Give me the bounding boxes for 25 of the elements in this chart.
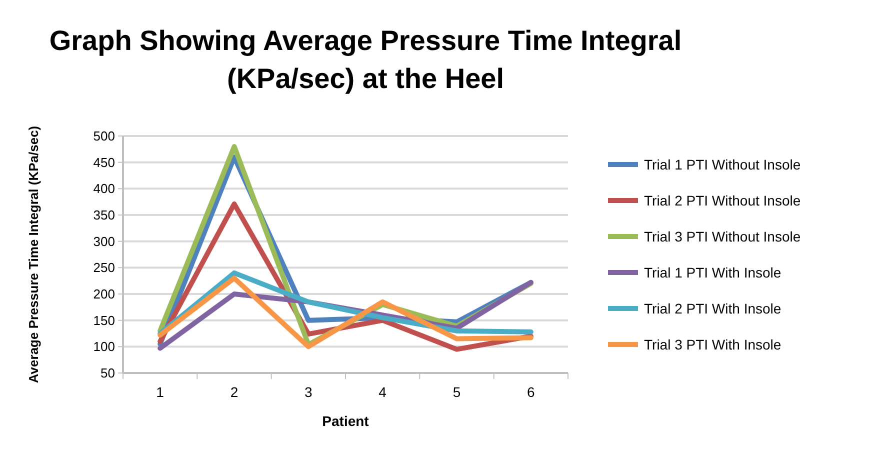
legend-label: Trial 1 PTI Without Insole — [644, 156, 801, 172]
legend-label: Trial 2 PTI Without Insole — [644, 192, 801, 208]
y-tick-label: 200 — [93, 286, 115, 302]
y-tick-label: 300 — [93, 234, 115, 249]
y-tick-label: 500 — [93, 128, 115, 144]
x-tick-label: 5 — [452, 384, 461, 400]
y-tick-label: 350 — [93, 208, 115, 223]
legend-label: Trial 3 PTI With Insole — [644, 336, 782, 352]
x-axis-title: Patient — [322, 413, 370, 429]
y-tick-label: 100 — [93, 339, 115, 354]
y-tick-label: 400 — [93, 181, 115, 196]
y-axis-title: Average Pressure Time Integral (KPa/sec) — [26, 126, 41, 384]
chart-title: Graph Showing Average Pressure Time Integral (KPa/sec) at the Heel — [49, 25, 682, 94]
y-tick-label: 50 — [100, 366, 115, 381]
legend-label: Trial 3 PTI Without Insole — [644, 228, 801, 244]
y-tick-label: 450 — [93, 154, 115, 170]
x-tick-label: 4 — [378, 384, 387, 400]
x-tick-label: 6 — [527, 384, 536, 400]
x-tick-label: 2 — [230, 384, 238, 400]
y-tick-label: 250 — [93, 260, 115, 276]
legend-label: Trial 1 PTI With Insole — [644, 264, 782, 280]
y-tick-label: 150 — [93, 312, 115, 328]
x-tick-label: 1 — [156, 384, 164, 400]
x-tick-label: 3 — [304, 384, 313, 400]
legend-label: Trial 2 PTI With Insole — [644, 300, 782, 316]
